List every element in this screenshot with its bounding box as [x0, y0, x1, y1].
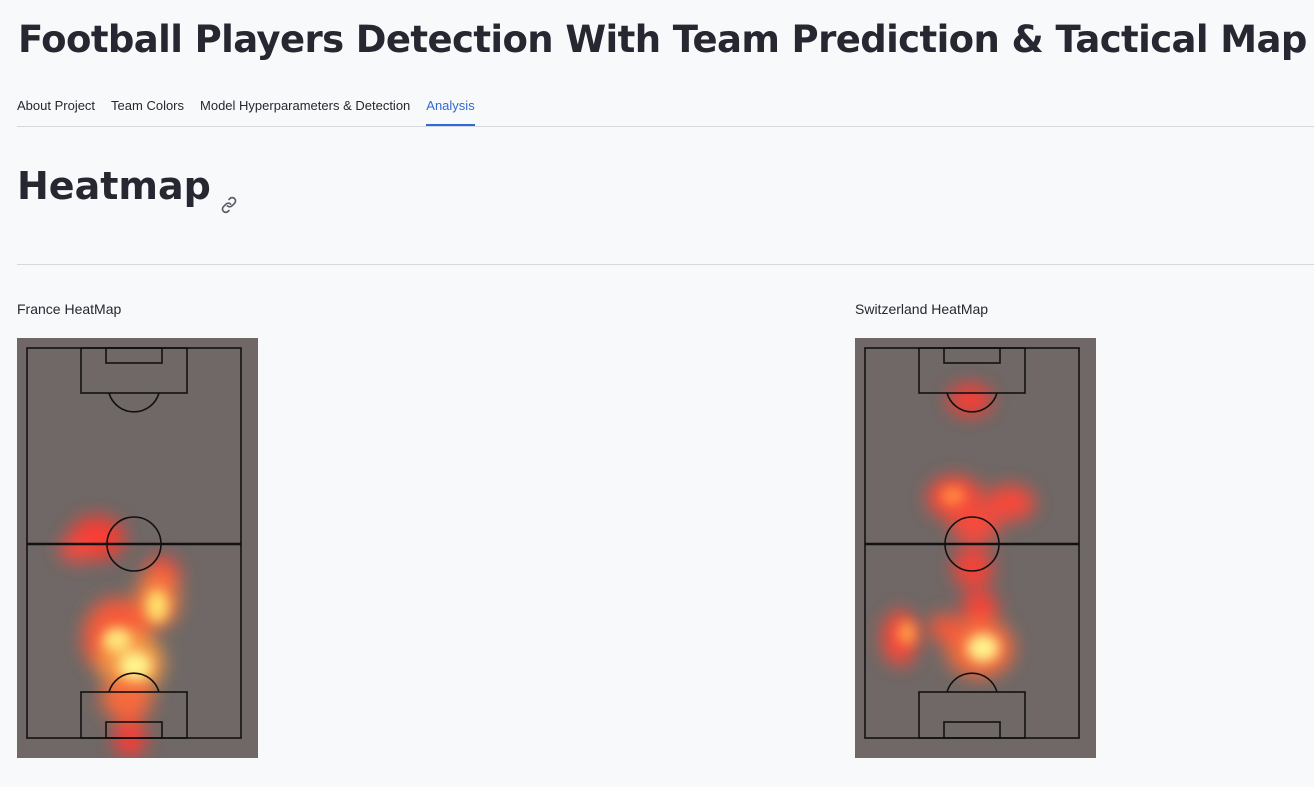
tab-bar: About Project Team Colors Model Hyperpar… — [17, 88, 1314, 127]
tab-model-hyperparameters[interactable]: Model Hyperparameters & Detection — [200, 98, 411, 113]
link-icon[interactable] — [219, 180, 239, 214]
section-heading: Heatmap — [17, 164, 239, 214]
france-heatmap — [17, 338, 258, 758]
section-divider — [17, 264, 1314, 265]
switzerland-heatmap — [855, 338, 1096, 758]
app-title: Football Players Detection With Team Pre… — [18, 18, 1307, 61]
tab-about-project[interactable]: About Project — [17, 98, 96, 113]
tab-team-colors[interactable]: Team Colors — [111, 98, 185, 113]
section-heading-text: Heatmap — [17, 164, 211, 208]
france-heatmap-label: France HeatMap — [17, 301, 122, 317]
switzerland-heatmap-label: Switzerland HeatMap — [855, 301, 989, 317]
tab-analysis[interactable]: Analysis — [426, 88, 475, 126]
